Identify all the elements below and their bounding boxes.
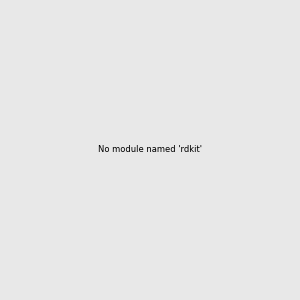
- Text: No module named 'rdkit': No module named 'rdkit': [98, 146, 202, 154]
